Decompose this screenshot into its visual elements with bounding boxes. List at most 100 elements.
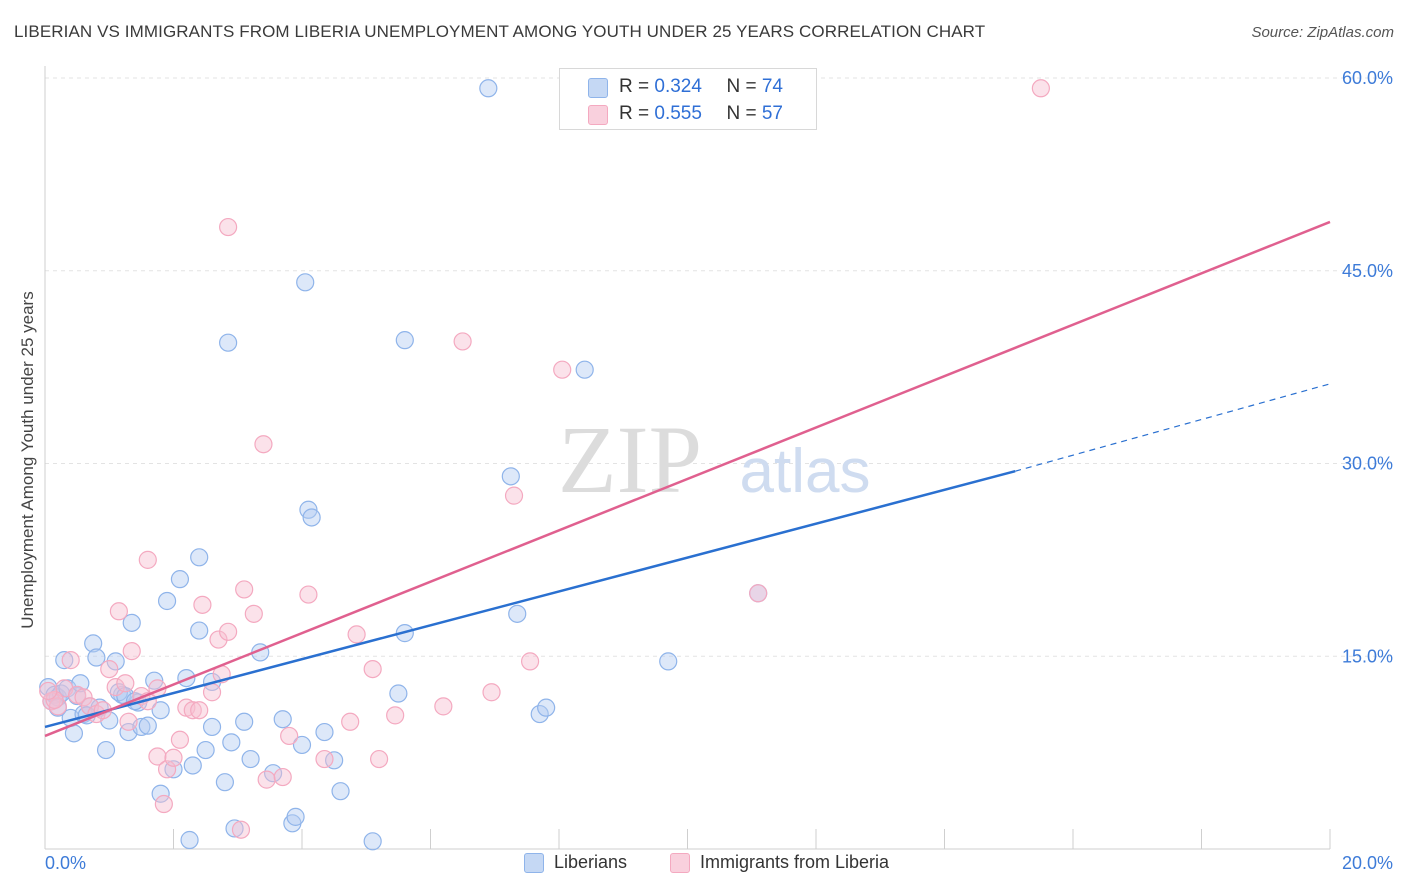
point-immigrants — [170, 730, 190, 749]
point-immigrants — [61, 651, 80, 670]
point-immigrants — [434, 697, 453, 716]
point-immigrants — [116, 674, 135, 693]
point-immigrants — [138, 550, 157, 569]
point-immigrants — [504, 486, 524, 505]
y-tick-label: 30.0% — [1342, 454, 1393, 474]
source-label: Source: ZipAtlas.com — [1251, 24, 1394, 41]
legend-label-liberians: Liberians — [554, 852, 628, 872]
legend-swatch-immigrants — [670, 853, 690, 873]
point-immigrants — [219, 622, 238, 641]
point-immigrants — [164, 748, 183, 767]
r-value: 0.324 — [654, 76, 702, 97]
point-immigrants — [254, 435, 273, 454]
point-liberians — [292, 735, 312, 755]
legend-swatch-immigrants — [588, 105, 608, 125]
point-liberians — [84, 634, 103, 653]
point-immigrants — [157, 760, 177, 779]
legend-label-immigrants: Immigrants from Liberia — [700, 852, 890, 872]
series-legend: Liberians Immigrants from Liberia — [0, 850, 1406, 878]
point-immigrants — [257, 770, 276, 789]
point-liberians — [196, 740, 215, 760]
point-immigrants — [520, 652, 540, 671]
point-immigrants — [231, 820, 251, 839]
watermark: ZIP atlas — [558, 406, 870, 513]
point-immigrants — [235, 580, 254, 599]
point-liberians — [87, 648, 106, 667]
point-immigrants — [183, 701, 202, 720]
point-immigrants — [119, 712, 138, 731]
data-points — [39, 79, 1050, 851]
point-liberians — [315, 722, 334, 742]
point-immigrants — [553, 360, 572, 379]
point-liberians — [273, 710, 292, 729]
point-liberians — [537, 698, 556, 717]
chart-title: LIBERIAN VS IMMIGRANTS FROM LIBERIA UNEM… — [14, 22, 986, 41]
point-liberians — [190, 548, 209, 567]
x-tick-label: 0.0% — [45, 853, 86, 873]
point-liberians — [157, 591, 177, 611]
point-liberians — [96, 740, 116, 760]
point-immigrants — [219, 217, 238, 237]
point-immigrants — [299, 585, 318, 604]
r-value: 0.555 — [654, 103, 702, 124]
point-immigrants — [315, 749, 334, 769]
point-liberians — [122, 613, 141, 632]
point-immigrants — [106, 677, 125, 697]
point-liberians — [296, 273, 315, 292]
point-immigrants — [273, 767, 292, 787]
legend-swatch-liberians — [588, 78, 608, 98]
r-label: R = — [619, 103, 655, 124]
point-liberians — [575, 360, 594, 379]
point-immigrants — [341, 712, 360, 731]
point-immigrants — [482, 683, 501, 702]
y-tick-label: 60.0% — [1342, 68, 1393, 88]
point-immigrants — [45, 690, 64, 710]
point-immigrants — [370, 749, 389, 769]
legend-swatch-liberians — [524, 853, 544, 873]
point-liberians — [501, 467, 520, 486]
n-label: N = — [726, 76, 762, 97]
point-liberians — [389, 684, 408, 703]
gridlines — [45, 77, 1392, 657]
trend-lines — [44, 220, 1331, 738]
point-immigrants — [109, 602, 128, 621]
point-immigrants — [74, 688, 93, 707]
trend-line-immigrants — [44, 220, 1331, 738]
point-immigrants — [39, 681, 58, 701]
point-liberians — [202, 717, 222, 737]
trend-line-liberians-extension — [1015, 383, 1331, 472]
point-liberians — [219, 333, 238, 352]
point-immigrants — [193, 595, 212, 614]
point-liberians — [325, 751, 344, 770]
point-liberians — [222, 733, 241, 752]
point-immigrants — [100, 659, 119, 679]
point-immigrants — [347, 625, 366, 644]
point-immigrants — [209, 630, 228, 649]
point-liberians — [190, 621, 209, 640]
y-axis-label: Unemployment Among Youth under 25 years — [18, 291, 37, 629]
point-immigrants — [1031, 79, 1050, 98]
watermark-atlas: atlas — [740, 437, 871, 506]
point-liberians — [138, 716, 157, 735]
y-tick-label: 45.0% — [1342, 261, 1393, 281]
n-value: 57 — [761, 103, 783, 124]
point-immigrants — [453, 332, 472, 351]
point-liberians — [151, 701, 170, 720]
point-liberians — [180, 830, 199, 850]
point-liberians — [331, 782, 350, 801]
y-tick-label: 15.0% — [1342, 646, 1393, 666]
point-immigrants — [154, 794, 173, 814]
point-immigrants — [148, 747, 167, 766]
point-immigrants — [749, 584, 768, 603]
point-immigrants — [363, 659, 382, 679]
point-immigrants — [386, 706, 405, 725]
point-liberians — [55, 651, 74, 670]
point-liberians — [170, 570, 190, 589]
point-liberians — [395, 331, 414, 350]
correlation-legend: R = 0.324 N = 74 R = 0.555 N = 57 — [559, 68, 817, 130]
point-immigrants — [280, 726, 299, 746]
axes — [44, 66, 1331, 850]
point-liberians — [363, 832, 382, 851]
point-liberians — [302, 508, 321, 527]
